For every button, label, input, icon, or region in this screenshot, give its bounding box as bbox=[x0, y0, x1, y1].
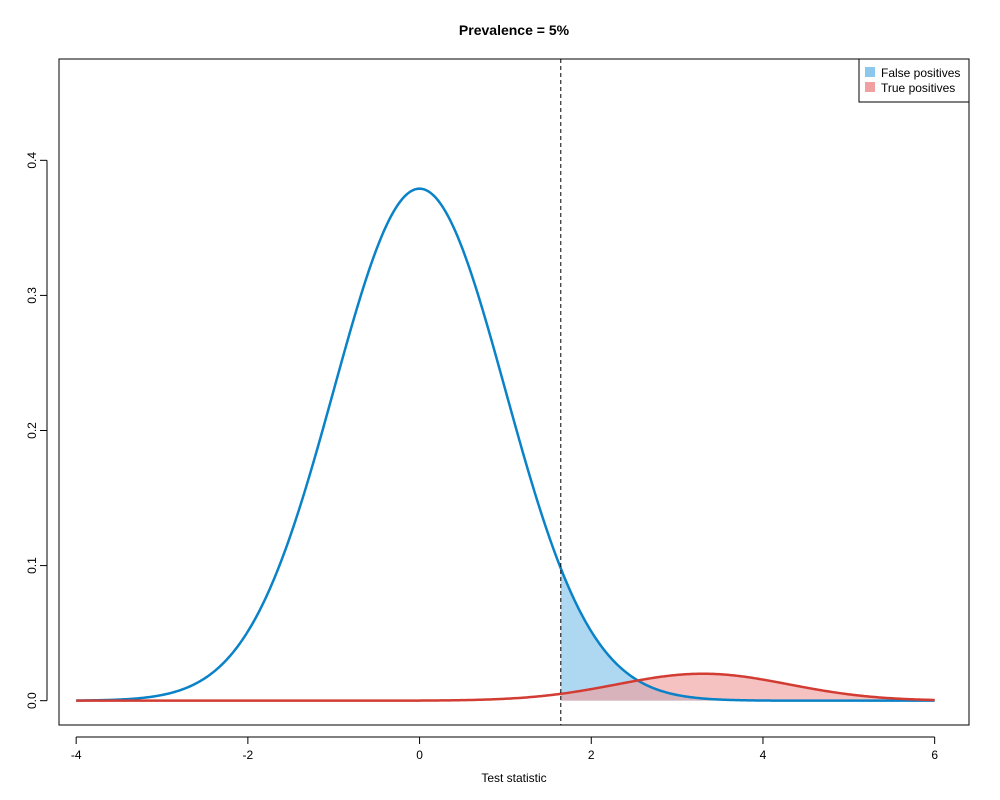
x-tick-label: 2 bbox=[588, 748, 595, 762]
x-axis-title: Test statistic bbox=[481, 771, 546, 785]
y-tick-label: 0.1 bbox=[25, 557, 39, 574]
legend-label-false-positives: False positives bbox=[881, 66, 960, 80]
shaded-regions bbox=[560, 568, 935, 701]
y-axis: 0.0 0.1 0.2 0.3 0.4 bbox=[25, 152, 48, 709]
chart-title: Prevalence = 5% bbox=[459, 22, 570, 38]
y-tick-label: 0.2 bbox=[25, 422, 39, 439]
legend: False positives True positives bbox=[858, 58, 970, 103]
legend-box bbox=[858, 58, 970, 103]
x-tick-label: -4 bbox=[71, 748, 82, 762]
y-tick-label: 0.4 bbox=[25, 152, 39, 169]
null-density-curve bbox=[76, 187, 935, 702]
legend-label-true-positives: True positives bbox=[881, 81, 955, 95]
y-tick-label: 0.0 bbox=[25, 692, 39, 709]
x-tick-label: 4 bbox=[760, 748, 767, 762]
alternative-density-curve bbox=[76, 672, 935, 702]
plot-frame bbox=[58, 58, 970, 726]
legend-swatch-false-positives bbox=[865, 67, 875, 77]
density-curves bbox=[76, 187, 935, 702]
x-tick-label: 0 bbox=[416, 748, 423, 762]
legend-swatch-true-positives bbox=[865, 82, 875, 92]
x-tick-label: -2 bbox=[243, 748, 254, 762]
x-tick-label: 6 bbox=[931, 748, 938, 762]
x-axis: -4 -2 0 2 4 6 bbox=[71, 736, 938, 762]
y-tick-label: 0.3 bbox=[25, 287, 39, 304]
